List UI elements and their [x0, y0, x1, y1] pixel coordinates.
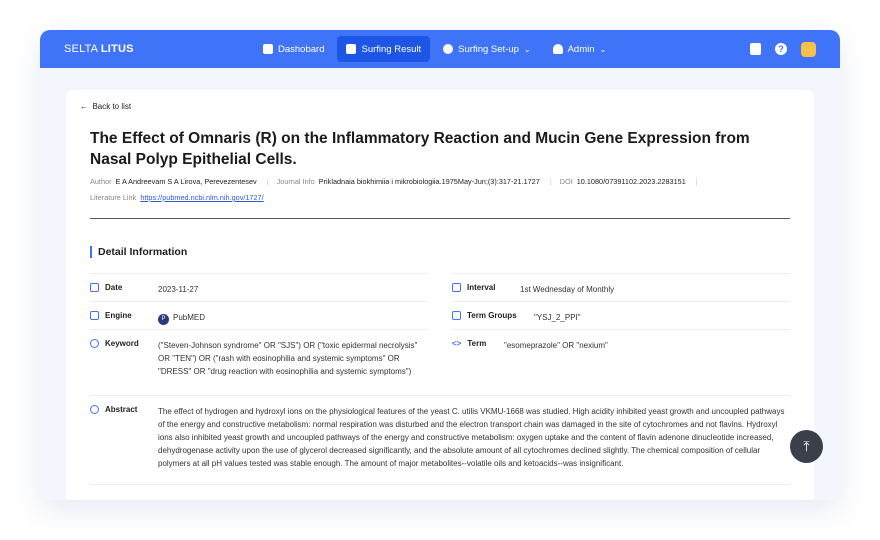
nav-label: Dashobard	[278, 43, 325, 55]
doi-value: 10.1080/07391102.2023.2283151	[576, 177, 686, 186]
nav-label: Surfing Set-up	[458, 43, 519, 55]
chevron-down-icon: ⌄	[523, 44, 531, 54]
article-detail-card: ← Back to list The Effect of Omnaris (R)…	[66, 90, 814, 500]
date-row: Date 2023-11-27	[90, 273, 428, 301]
term-groups-value: "YSJ_2_PPI"	[534, 313, 581, 322]
bookmark-icon[interactable]	[750, 43, 761, 55]
engine-row: Engine P PubMED	[90, 301, 428, 329]
nav-surfing-setup[interactable]: Surfing Set-up ⌄	[434, 36, 539, 62]
author-label: Author	[90, 177, 112, 186]
arrow-up-icon: ⤒	[803, 438, 810, 454]
abstract-value: The effect of hydrogen and hydroxyl ions…	[158, 407, 785, 468]
page-title: The Effect of Omnaris (R) on the Inflamm…	[90, 130, 750, 168]
interval-value: 1st Wednesday of Monthly	[520, 285, 615, 294]
user-icon	[552, 44, 563, 54]
server-icon	[90, 311, 99, 320]
target-icon	[90, 339, 99, 348]
app-window: SELTA LITUS Dashobard Surfing Result Sur…	[40, 30, 840, 500]
logo-bold: LITUS	[100, 43, 134, 55]
article-meta: Author E A Andreevam S A Lirova, Pereveze…	[90, 177, 698, 202]
calendar-icon	[90, 283, 99, 292]
divider	[90, 218, 790, 219]
avatar[interactable]	[801, 41, 816, 57]
doi-label: DOI	[559, 177, 573, 186]
back-label: Back to list	[92, 102, 132, 111]
date-label: Date	[105, 283, 123, 292]
journal-label: Journal Info	[276, 177, 315, 186]
term-label: Term	[467, 339, 487, 348]
term-groups-row: Term Groups "YSJ_2_PPI"	[452, 301, 790, 329]
gear-icon	[443, 44, 454, 54]
interval-row: Interval 1st Wednesday of Monthly	[452, 273, 790, 301]
abstract-label: Abstract	[105, 405, 138, 414]
abstract-row: Abstract The effect of hydrogen and hydro…	[90, 395, 790, 485]
chevron-down-icon: ⌄	[599, 44, 607, 54]
nav-label: Admin	[567, 43, 595, 55]
link-label: Literature Link	[90, 193, 137, 202]
help-icon[interactable]: ?	[775, 43, 787, 55]
journal-value: Prikladnaia biokhimiia i mikrobiologiia.…	[318, 177, 540, 186]
keyword-value: ("Steven-Johnson syndrome" OR "SJS") OR …	[158, 341, 418, 376]
nav-label: Surfing Result	[361, 43, 422, 55]
author-value: E A Andreevam S A Lirova, Perevezentesev	[115, 177, 257, 186]
section-title: Detail Information	[90, 246, 187, 258]
layers-icon	[452, 311, 461, 320]
back-to-list-link[interactable]: ← Back to list	[80, 102, 131, 111]
literature-link[interactable]: https://pubmed.ncbi.nlm.nih.gov/1727/	[140, 193, 264, 202]
logo-text: SELTA	[64, 43, 98, 55]
scroll-to-top-button[interactable]: ⤒	[790, 430, 823, 463]
date-value: 2023-11-27	[158, 285, 199, 294]
term-value: "esomeprazole" OR "nexium"	[504, 341, 608, 350]
top-nav: SELTA LITUS Dashobard Surfing Result Sur…	[40, 30, 840, 68]
code-icon: <>	[452, 339, 462, 348]
keyword-label: Keyword	[105, 339, 139, 348]
arrow-left-icon: ←	[80, 102, 88, 111]
pubmed-icon: P	[158, 314, 169, 325]
term-row: <> Term "esomeprazole" OR "nexium"	[452, 329, 790, 395]
nav-surfing-result[interactable]: Surfing Result	[337, 36, 431, 62]
nav-dashboard[interactable]: Dashobard	[254, 36, 333, 62]
logo[interactable]: SELTA LITUS	[64, 43, 134, 55]
folder-icon	[346, 44, 357, 54]
engine-value: PubMED	[173, 313, 206, 322]
keyword-row: Keyword ("Steven-Johnson syndrome" OR "SJ…	[90, 329, 428, 395]
engine-label: Engine	[105, 311, 132, 320]
term-groups-label: Term Groups	[467, 311, 517, 320]
settings-icon	[90, 405, 99, 414]
nav-admin[interactable]: Admin ⌄	[544, 36, 616, 62]
dashboard-icon	[263, 44, 273, 54]
interval-label: Interval	[467, 283, 496, 292]
calendar-icon	[452, 283, 461, 292]
